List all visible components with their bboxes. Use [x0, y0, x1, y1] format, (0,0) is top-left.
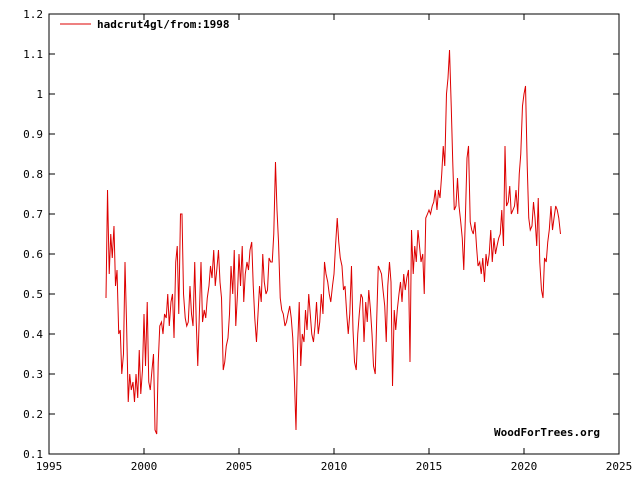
y-tick-label: 0.4 [23, 328, 43, 341]
y-tick-label: 1.1 [23, 48, 43, 61]
credit-text: WoodForTrees.org [494, 426, 600, 439]
y-tick-label: 0.8 [23, 168, 43, 181]
y-tick-label: 0.5 [23, 288, 43, 301]
y-tick-label: 0.2 [23, 408, 43, 421]
legend-label: hadcrut4gl/from:1998 [97, 18, 229, 31]
series-line-0 [105, 49, 561, 435]
plot-frame [48, 13, 620, 455]
x-tick-label: 2000 [131, 460, 158, 473]
y-tick-label: 0.6 [23, 248, 43, 261]
x-tick-label: 2005 [226, 460, 253, 473]
x-tick-label: 2020 [511, 460, 538, 473]
y-tick-label: 0.9 [23, 128, 43, 141]
x-tick-label: 2025 [606, 460, 633, 473]
y-tick-label: 0.7 [23, 208, 43, 221]
axis-ticks: 0.1 0.2 0.3 0.4 0.5 0.6 0.7 0.8 0.9 1 1.1 1.2 1995 20… [23, 8, 632, 473]
y-tick-label: 1.2 [23, 8, 43, 21]
legend: hadcrut4gl/from:1998 [60, 18, 229, 31]
x-tick-label: 2015 [416, 460, 443, 473]
y-tick-label: 0.3 [23, 368, 43, 381]
series-group [105, 49, 561, 435]
x-tick-label: 2010 [321, 460, 348, 473]
x-tick-label: 1995 [36, 460, 63, 473]
y-tick-label: 0.1 [23, 448, 43, 461]
y-tick-label: 1 [36, 88, 43, 101]
